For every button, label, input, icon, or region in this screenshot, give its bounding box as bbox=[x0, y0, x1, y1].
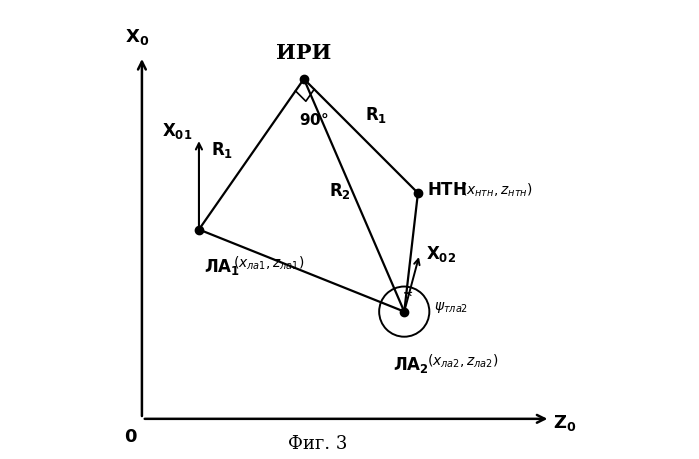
Text: $\mathbf{R_2}$: $\mathbf{R_2}$ bbox=[329, 181, 351, 201]
Text: $\mathbf{X_{02}}$: $\mathbf{X_{02}}$ bbox=[426, 244, 456, 264]
Text: $\mathbf{R_1}$: $\mathbf{R_1}$ bbox=[211, 140, 233, 160]
Text: ИРИ: ИРИ bbox=[276, 43, 331, 63]
Text: $\mathbf{X_0}$: $\mathbf{X_0}$ bbox=[125, 27, 150, 47]
Text: $\mathbf{90°}$: $\mathbf{90°}$ bbox=[299, 112, 329, 128]
Text: $(x_{нтн},z_{нтн})$: $(x_{нтн},z_{нтн})$ bbox=[461, 182, 533, 199]
Text: $(x_{ла2},z_{ла2})$: $(x_{ла2},z_{ла2})$ bbox=[427, 353, 499, 370]
Text: $(x_{ла1},z_{ла1})$: $(x_{ла1},z_{ла1})$ bbox=[233, 255, 305, 272]
Text: Фиг. 3: Фиг. 3 bbox=[288, 435, 347, 453]
Text: $\mathbf{R_1}$: $\mathbf{R_1}$ bbox=[366, 105, 388, 124]
Text: $\mathbf{0}$: $\mathbf{0}$ bbox=[124, 428, 137, 446]
Text: $\mathbf{X_{01}}$: $\mathbf{X_{01}}$ bbox=[161, 122, 192, 141]
Text: $\psi_{тла2}$: $\psi_{тла2}$ bbox=[434, 300, 468, 314]
Text: $\mathbf{НТН}$: $\mathbf{НТН}$ bbox=[427, 182, 467, 199]
Text: $\mathbf{Z_0}$: $\mathbf{Z_0}$ bbox=[552, 414, 576, 433]
Text: $\mathbf{ЛА_2}$: $\mathbf{ЛА_2}$ bbox=[393, 355, 428, 375]
Text: $\mathbf{ЛА_1}$: $\mathbf{ЛА_1}$ bbox=[203, 257, 240, 277]
